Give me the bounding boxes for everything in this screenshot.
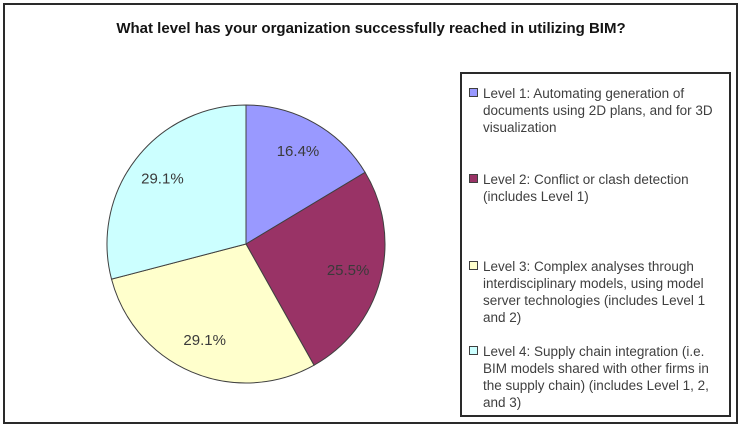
legend-color-swatch-level-3 — [469, 261, 478, 270]
pie-slice-percent-label-level-1: 16.4% — [277, 143, 320, 160]
pie-slice-percent-label-level-3: 29.1% — [183, 332, 226, 349]
pie-slice-level-2 — [245, 171, 386, 366]
legend-item-label: Level 3: Complex analyses through interd… — [483, 259, 706, 325]
legend-item-level-2: Level 2: Conflict or clash detection (in… — [469, 171, 724, 205]
legend-item-label: Level 1: Automating generation of docume… — [483, 86, 713, 135]
legend-color-swatch-level-1 — [469, 88, 478, 97]
pie-slice-percent-label-level-4: 29.1% — [141, 170, 184, 187]
pie-slice-level-3 — [110, 243, 315, 384]
legend-item-level-4: Level 4: Supply chain integration (i.e. … — [469, 343, 724, 411]
legend-color-swatch-level-4 — [469, 346, 478, 355]
legend-item-level-3: Level 3: Complex analyses through interd… — [469, 258, 724, 326]
chart-title: What level has your organization success… — [116, 20, 626, 37]
legend-color-swatch-level-2 — [469, 174, 478, 183]
pie-slice-percent-label-level-2: 25.5% — [327, 262, 370, 279]
legend-item-level-1: Level 1: Automating generation of docume… — [469, 85, 724, 136]
pie-slice-level-4 — [106, 104, 247, 280]
legend: Level 1: Automating generation of docume… — [460, 72, 731, 417]
chart-outer-border — [3, 3, 738, 424]
legend-item-label: Level 4: Supply chain integration (i.e. … — [483, 344, 709, 410]
pie-slice-level-1 — [245, 104, 366, 245]
legend-item-label: Level 2: Conflict or clash detection (in… — [483, 172, 689, 204]
